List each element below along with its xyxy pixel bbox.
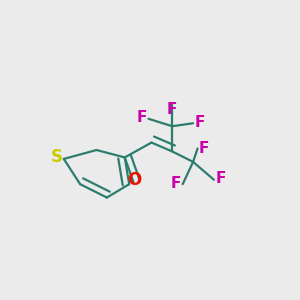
Text: F: F — [215, 171, 226, 186]
Text: F: F — [199, 141, 209, 156]
Text: F: F — [167, 102, 177, 117]
Text: S: S — [50, 148, 62, 166]
Text: F: F — [194, 115, 205, 130]
Text: F: F — [171, 176, 181, 191]
Text: F: F — [137, 110, 147, 125]
Text: O: O — [127, 171, 141, 189]
